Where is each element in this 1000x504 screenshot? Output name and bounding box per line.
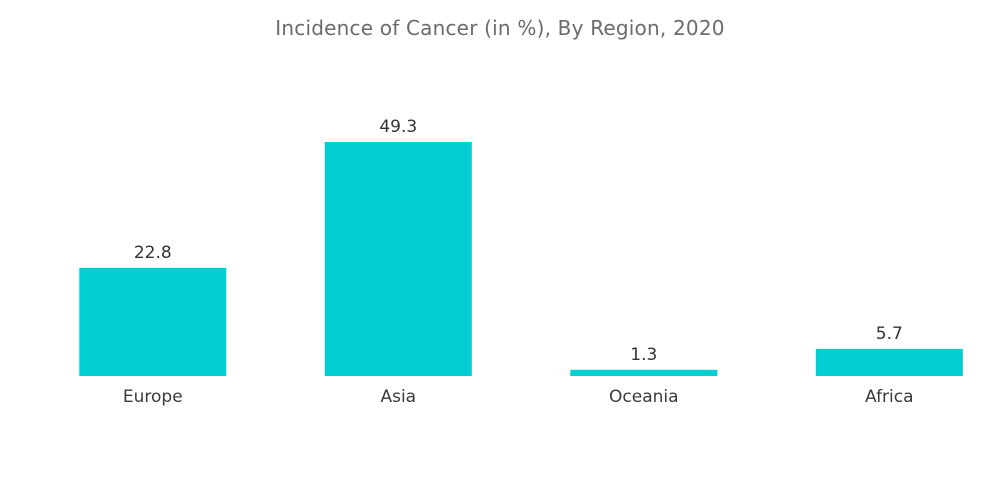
bar-value-label-africa: 5.7	[876, 324, 903, 344]
bar-oceania	[570, 369, 718, 376]
category-label-africa: Africa	[865, 387, 914, 407]
bar-asia	[324, 142, 472, 376]
bar-africa	[815, 348, 963, 376]
bar-europe	[79, 267, 227, 376]
bar-value-label-oceania: 1.3	[630, 345, 657, 365]
value-labels-layer: 22.8 49.3 1.3 5.7	[134, 117, 903, 365]
category-label-europe: Europe	[123, 387, 183, 407]
category-tick-labels: Europe Asia Oceania Africa	[123, 387, 914, 407]
bar-value-label-europe: 22.8	[134, 243, 172, 263]
bar-value-label-asia: 49.3	[379, 117, 417, 137]
chart-title: Incidence of Cancer (in %), By Region, 2…	[275, 16, 725, 40]
category-label-oceania: Oceania	[609, 387, 679, 407]
bars-layer	[79, 142, 963, 376]
category-label-asia: Asia	[380, 387, 416, 407]
